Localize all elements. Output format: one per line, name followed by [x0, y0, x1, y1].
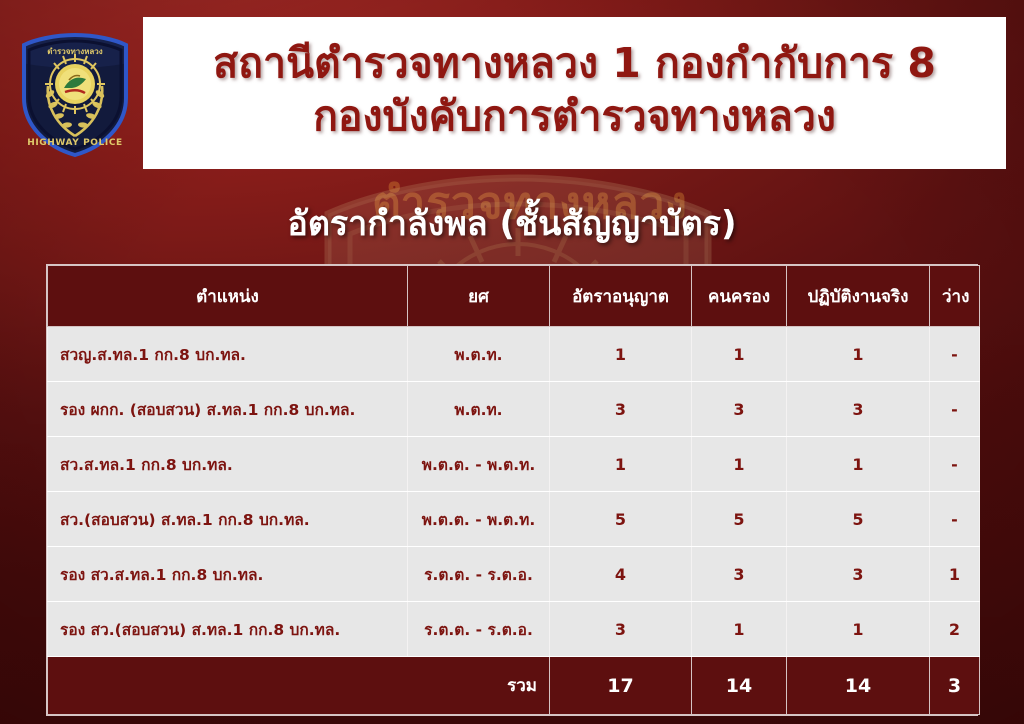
cell-actual: 1: [786, 601, 930, 657]
cell-position: สว.(สอบสวน) ส.ทล.1 กก.8 บก.ทล.: [47, 491, 408, 547]
cell-position: รอง สว.(สอบสวน) ส.ทล.1 กก.8 บก.ทล.: [47, 601, 408, 657]
total-row: รวม 17 14 14 3: [47, 656, 980, 715]
cell-rank: ร.ต.ต. - ร.ต.อ.: [407, 546, 550, 602]
badge-english-text: HIGHWAY POLICE: [27, 138, 123, 148]
cell-actual: 1: [786, 326, 930, 382]
title-line-2: กองบังคับการตำรวจทางหลวง: [313, 92, 836, 140]
cell-rank: พ.ต.ท.: [407, 381, 550, 437]
cell-rank: พ.ต.ท.: [407, 326, 550, 382]
cell-quota: 3: [549, 601, 692, 657]
cell-rank: พ.ต.ต. - พ.ต.ท.: [407, 436, 550, 492]
cell-position: รอง ผกก. (สอบสวน) ส.ทล.1 กก.8 บก.ทล.: [47, 381, 408, 437]
total-actual: 14: [786, 656, 930, 715]
table-row: สวญ.ส.ทล.1 กก.8 บก.ทล. พ.ต.ท. 1 1 1 -: [47, 326, 980, 382]
cell-position: รอง สว.ส.ทล.1 กก.8 บก.ทล.: [47, 546, 408, 602]
total-vacant: 3: [929, 656, 980, 715]
table-row: รอง ผกก. (สอบสวน) ส.ทล.1 กก.8 บก.ทล. พ.ต…: [47, 381, 980, 437]
table-footer: รวม 17 14 14 3: [47, 656, 980, 715]
cell-actual: 1: [786, 436, 930, 492]
total-held: 14: [691, 656, 787, 715]
column-header-actual: ปฏิบัติงานจริง: [786, 265, 930, 327]
cell-quota: 1: [549, 326, 692, 382]
table-body: สวญ.ส.ทล.1 กก.8 บก.ทล. พ.ต.ท. 1 1 1 - รอ…: [47, 326, 980, 657]
cell-actual: 3: [786, 546, 930, 602]
cell-position: สว.ส.ทล.1 กก.8 บก.ทล.: [47, 436, 408, 492]
cell-held: 1: [691, 326, 787, 382]
title-line-1: สถานีตำรวจทางหลวง 1 กองกำกับการ 8: [213, 38, 936, 87]
table-row: สว.ส.ทล.1 กก.8 บก.ทล. พ.ต.ต. - พ.ต.ท. 1 …: [47, 436, 980, 492]
total-quota: 17: [549, 656, 692, 715]
cell-actual: 3: [786, 381, 930, 437]
personnel-table: ตำแหน่ง ยศ อัตราอนุญาต คนครอง ปฏิบัติงาน…: [47, 265, 980, 715]
cell-vacant: -: [929, 436, 980, 492]
column-header-vacant: ว่าง: [929, 265, 980, 327]
badge-thai-text: ตำรวจทางหลวง: [47, 47, 103, 56]
cell-quota: 4: [549, 546, 692, 602]
cell-quota: 3: [549, 381, 692, 437]
cell-vacant: -: [929, 326, 980, 382]
cell-vacant: 2: [929, 601, 980, 657]
cell-vacant: -: [929, 381, 980, 437]
cell-held: 1: [691, 601, 787, 657]
column-header-quota: อัตราอนุญาต: [549, 265, 692, 327]
column-header-held: คนครอง: [691, 265, 787, 327]
personnel-table-container: ตำแหน่ง ยศ อัตราอนุญาต คนครอง ปฏิบัติงาน…: [46, 264, 980, 716]
cell-held: 3: [691, 546, 787, 602]
cell-position: สวญ.ส.ทล.1 กก.8 บก.ทล.: [47, 326, 408, 382]
cell-quota: 1: [549, 436, 692, 492]
table-header: ตำแหน่ง ยศ อัตราอนุญาต คนครอง ปฏิบัติงาน…: [47, 265, 980, 327]
column-header-position: ตำแหน่ง: [47, 265, 408, 327]
title-plate: สถานีตำรวจทางหลวง 1 กองกำกับการ 8 กองบัง…: [143, 17, 1006, 169]
cell-vacant: -: [929, 491, 980, 547]
column-header-rank: ยศ: [407, 265, 550, 327]
page-subtitle: อัตรากำลังพล (ชั้นสัญญาบัตร): [287, 204, 737, 244]
cell-held: 5: [691, 491, 787, 547]
total-label: รวม: [47, 656, 550, 715]
cell-rank: ร.ต.ต. - ร.ต.อ.: [407, 601, 550, 657]
table-row: สว.(สอบสวน) ส.ทล.1 กก.8 บก.ทล. พ.ต.ต. - …: [47, 491, 980, 547]
cell-held: 3: [691, 381, 787, 437]
table-header-row: ตำแหน่ง ยศ อัตราอนุญาต คนครอง ปฏิบัติงาน…: [47, 265, 980, 327]
highway-police-badge-icon: ตำรวจทางหลวง HIGHWAY POLICE: [22, 32, 128, 158]
cell-actual: 5: [786, 491, 930, 547]
cell-quota: 5: [549, 491, 692, 547]
cell-rank: พ.ต.ต. - พ.ต.ท.: [407, 491, 550, 547]
cell-held: 1: [691, 436, 787, 492]
table-row: รอง สว.ส.ทล.1 กก.8 บก.ทล. ร.ต.ต. - ร.ต.อ…: [47, 546, 980, 602]
table-row: รอง สว.(สอบสวน) ส.ทล.1 กก.8 บก.ทล. ร.ต.ต…: [47, 601, 980, 657]
cell-vacant: 1: [929, 546, 980, 602]
